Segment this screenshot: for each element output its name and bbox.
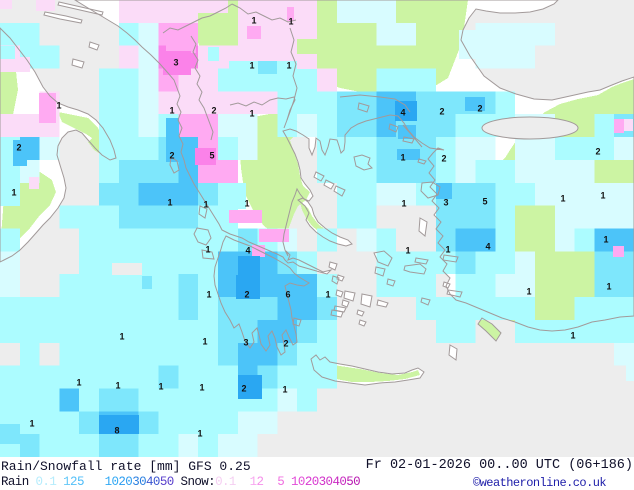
svg-text:1: 1 [526, 287, 531, 297]
svg-text:2: 2 [244, 290, 249, 300]
svg-text:1: 1 [244, 199, 249, 209]
svg-text:6: 6 [285, 290, 290, 300]
svg-text:1: 1 [282, 385, 287, 395]
svg-text:1: 1 [325, 290, 330, 300]
svg-text:1: 1 [251, 16, 256, 26]
svg-text:1: 1 [76, 378, 81, 388]
svg-text:1: 1 [606, 282, 611, 292]
svg-text:1: 1 [206, 290, 211, 300]
svg-text:2: 2 [16, 143, 21, 153]
svg-text:1: 1 [600, 191, 605, 201]
svg-text:2: 2 [441, 154, 446, 164]
svg-text:1: 1 [56, 101, 61, 111]
svg-text:1: 1 [11, 188, 16, 198]
svg-text:1: 1 [401, 199, 406, 209]
svg-text:1: 1 [205, 245, 210, 255]
svg-text:1: 1 [249, 61, 254, 71]
svg-text:1: 1 [288, 17, 293, 27]
svg-text:2: 2 [169, 151, 174, 161]
svg-text:1: 1 [197, 429, 202, 439]
svg-text:1: 1 [115, 381, 120, 391]
svg-text:1: 1 [199, 383, 204, 393]
svg-text:1: 1 [445, 245, 450, 255]
svg-text:3: 3 [443, 198, 448, 208]
svg-text:3: 3 [173, 58, 178, 68]
svg-text:1: 1 [560, 194, 565, 204]
svg-text:1: 1 [405, 246, 410, 256]
svg-text:2: 2 [211, 106, 216, 116]
svg-text:1: 1 [119, 332, 124, 342]
svg-text:1: 1 [286, 61, 291, 71]
svg-text:2: 2 [241, 384, 246, 394]
svg-text:1: 1 [603, 235, 608, 245]
svg-text:5: 5 [482, 197, 487, 207]
svg-text:1: 1 [570, 331, 575, 341]
svg-text:4: 4 [400, 108, 405, 118]
svg-text:8: 8 [114, 426, 119, 436]
svg-text:2: 2 [595, 147, 600, 157]
svg-text:4: 4 [485, 242, 490, 252]
svg-text:2: 2 [477, 104, 482, 114]
svg-text:1: 1 [249, 109, 254, 119]
svg-text:1: 1 [202, 337, 207, 347]
svg-text:3: 3 [243, 338, 248, 348]
svg-text:4: 4 [245, 246, 250, 256]
svg-text:1: 1 [203, 200, 208, 210]
svg-text:5: 5 [209, 151, 214, 161]
svg-text:1: 1 [167, 198, 172, 208]
svg-text:1: 1 [169, 106, 174, 116]
svg-text:2: 2 [439, 107, 444, 117]
svg-text:2: 2 [283, 339, 288, 349]
svg-text:1: 1 [158, 382, 163, 392]
svg-text:1: 1 [29, 419, 34, 429]
svg-text:1: 1 [400, 153, 405, 163]
